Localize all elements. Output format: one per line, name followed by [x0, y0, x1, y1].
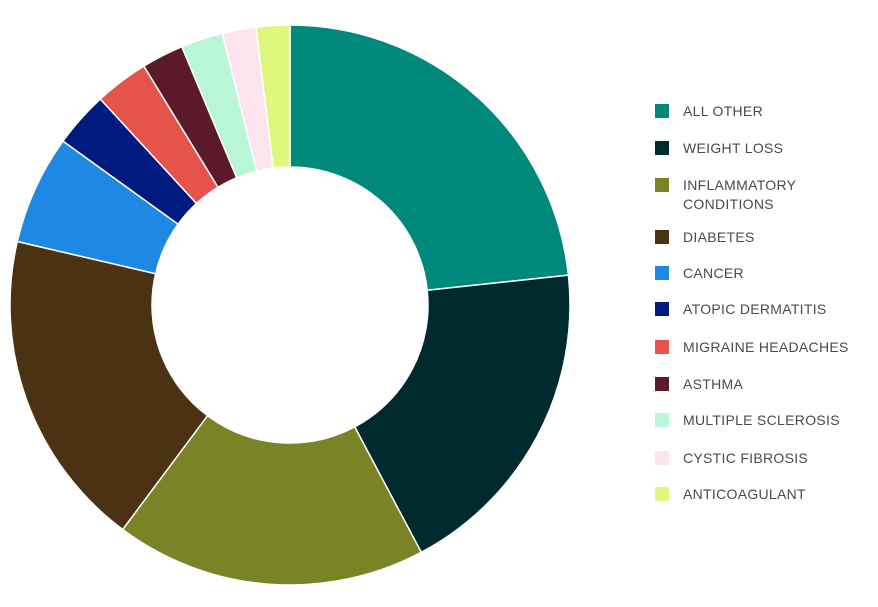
slice-anticoagulant[interactable] [255, 24, 291, 169]
legend-label: ANTICOAGULANT [683, 486, 806, 502]
legend-item-atopic-dermatitis[interactable]: ATOPIC DERMATITIS [655, 301, 827, 317]
legend-label: INFLAMMATORY CONDITIONS [683, 177, 797, 212]
legend-swatch [655, 487, 669, 501]
legend-swatch [655, 141, 669, 155]
legend-item-inflammatory-conditions[interactable]: INFLAMMATORY CONDITIONS [655, 177, 797, 212]
legend-label: CANCER [683, 265, 744, 281]
legend-label: CYSTIC FIBROSIS [683, 450, 808, 466]
legend-label: MIGRAINE HEADACHES [683, 339, 849, 355]
slice-diabetes[interactable] [9, 240, 209, 531]
legend-item-cancer[interactable]: CANCER [655, 265, 744, 281]
legend-swatch [655, 377, 669, 391]
legend-item-weight-loss[interactable]: WEIGHT LOSS [655, 140, 783, 156]
legend-swatch [655, 230, 669, 244]
legend-item-multiple-sclerosis[interactable]: MULTIPLE SCLEROSIS [655, 412, 840, 428]
legend-label: WEIGHT LOSS [683, 140, 783, 156]
legend-label: ASTHMA [683, 376, 743, 392]
slice-weight-loss[interactable] [353, 274, 571, 554]
legend-label: ALL OTHER [683, 103, 763, 119]
legend-item-cystic-fibrosis[interactable]: CYSTIC FIBROSIS [655, 450, 808, 466]
legend: ALL OTHER WEIGHT LOSS INFLAMMATORY CONDITIO… [655, 103, 849, 502]
slice-all-other[interactable] [289, 24, 570, 292]
legend-item-migraine-headaches[interactable]: MIGRAINE HEADACHES [655, 339, 849, 355]
legend-swatch [655, 178, 669, 192]
slice-inflammatory-conditions[interactable] [121, 414, 423, 586]
legend-item-anticoagulant[interactable]: ANTICOAGULANT [655, 486, 806, 502]
legend-swatch [655, 340, 669, 354]
legend-label: MULTIPLE SCLEROSIS [683, 412, 840, 428]
legend-swatch [655, 302, 669, 316]
legend-item-diabetes[interactable]: DIABETES [655, 229, 755, 245]
legend-label: ATOPIC DERMATITIS [683, 301, 827, 317]
legend-swatch [655, 266, 669, 280]
slices-layer [9, 24, 571, 586]
legend-item-asthma[interactable]: ASTHMA [655, 376, 743, 392]
legend-item-all-other[interactable]: ALL OTHER [655, 103, 763, 119]
legend-label: DIABETES [683, 229, 755, 245]
legend-swatch [655, 451, 669, 465]
legend-swatch [655, 104, 669, 118]
legend-swatch [655, 413, 669, 427]
